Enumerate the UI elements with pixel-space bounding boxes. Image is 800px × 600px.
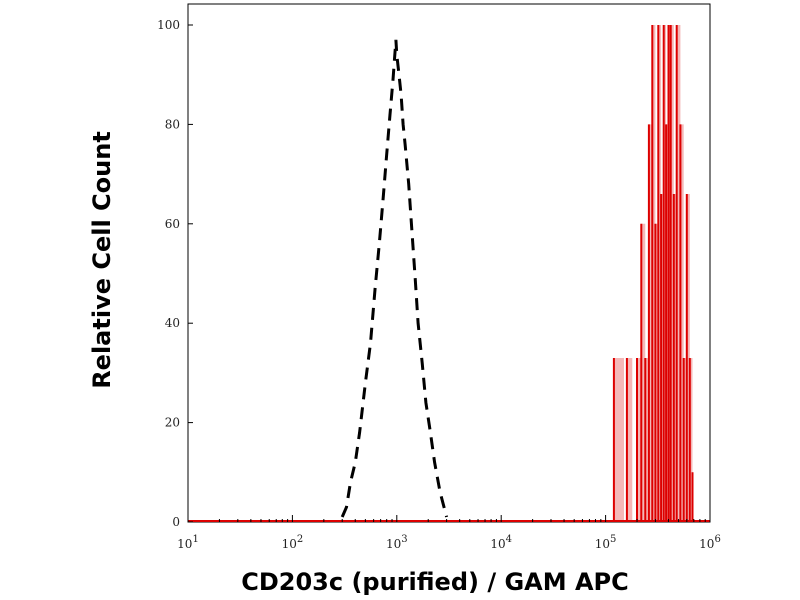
y-tick-label: 80 bbox=[165, 117, 180, 131]
x-tick-label: 102 bbox=[282, 534, 304, 551]
y-tick-label: 40 bbox=[165, 316, 180, 330]
x-axis-ticks: 101 102 103 104 105 106 bbox=[177, 515, 721, 551]
red-histogram-line bbox=[612, 25, 694, 522]
y-tick-label: 20 bbox=[165, 416, 180, 430]
x-axis-title: CD203c (purified) / GAM APC bbox=[241, 568, 629, 596]
x-tick-label: 101 bbox=[177, 534, 199, 551]
y-tick-label: 60 bbox=[165, 217, 180, 231]
x-tick-label: 105 bbox=[595, 534, 617, 551]
y-tick-label: 100 bbox=[157, 18, 180, 32]
y-tick-label: 0 bbox=[172, 515, 180, 529]
y-axis-ticks: 0 20 40 60 80 100 bbox=[157, 18, 193, 529]
x-tick-label: 106 bbox=[699, 534, 721, 551]
control-histogram-line bbox=[340, 39, 449, 518]
plot-area bbox=[187, 3, 711, 523]
x-tick-label: 104 bbox=[490, 534, 512, 551]
x-tick-label: 103 bbox=[386, 534, 408, 551]
y-axis-title: Relative Cell Count bbox=[88, 131, 116, 389]
